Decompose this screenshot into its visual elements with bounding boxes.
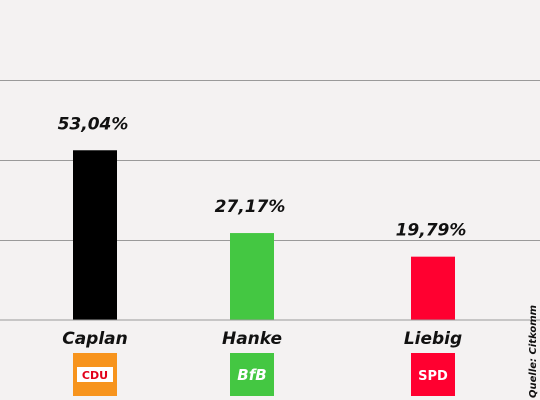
source-label: Quelle: Citkomm xyxy=(528,305,539,398)
value-labels: 53,04% 27,17% 19,79% xyxy=(58,114,467,240)
logo-text: SPD xyxy=(418,369,448,384)
logo-background xyxy=(411,353,455,396)
value-label-hanke: 27,17% xyxy=(215,197,286,217)
category-label-caplan: Caplan xyxy=(62,329,128,349)
logo-background xyxy=(230,353,274,396)
category-labels: Caplan Hanke Liebig xyxy=(62,329,462,349)
party-logo-bfb: BfB xyxy=(230,353,274,396)
value-label-caplan: 53,04% xyxy=(58,114,129,134)
bar-caplan xyxy=(73,150,117,320)
bar-liebig xyxy=(411,256,455,320)
value-label-liebig: 19,79% xyxy=(396,221,467,241)
logo-inner-box xyxy=(77,367,113,382)
logo-text: CDU xyxy=(82,369,108,382)
bars xyxy=(73,150,455,320)
party-logo-cdu: CDU xyxy=(73,353,117,396)
category-label-hanke: Hanke xyxy=(222,329,282,349)
category-label-liebig: Liebig xyxy=(404,329,462,349)
logo-text: BfB xyxy=(237,366,266,384)
party-logos: CDU BfB SPD xyxy=(73,353,455,396)
party-logo-spd: SPD xyxy=(411,353,455,396)
bar-hanke xyxy=(230,233,274,320)
